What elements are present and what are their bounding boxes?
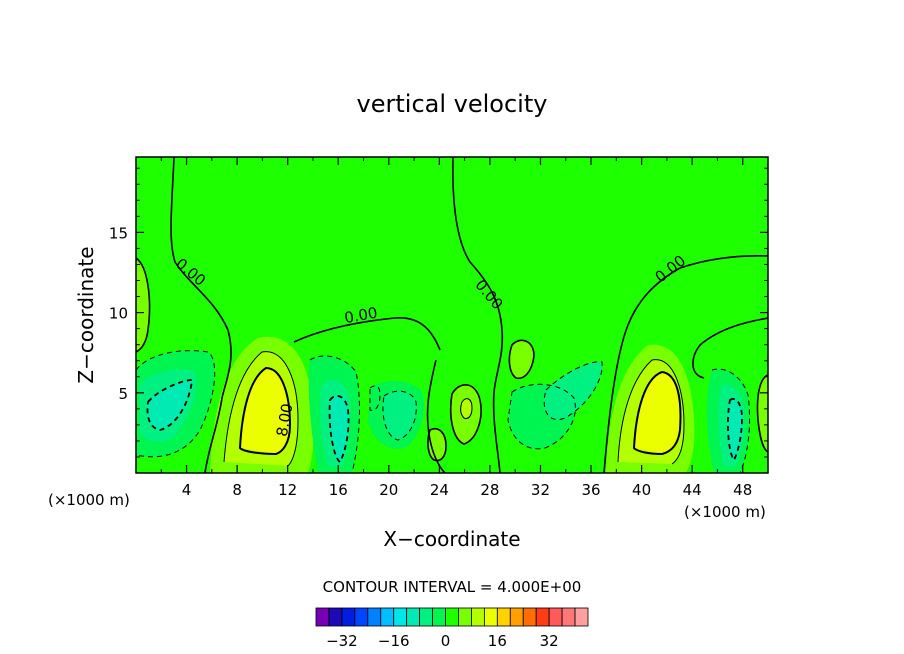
chart-title: vertical velocity (357, 90, 548, 118)
colorbar-swatch (419, 607, 433, 627)
neg-contour-6b (727, 398, 743, 462)
positive-cell-2-core (460, 398, 472, 419)
colorbar-swatch (458, 607, 472, 627)
positive-cell-5-core (634, 372, 681, 454)
x-tick-label: 8 (232, 481, 242, 499)
colorbar-swatch (483, 607, 498, 627)
negative-contours (136, 350, 751, 473)
colorbar-swatch (315, 607, 330, 627)
colorbar-swatch (393, 607, 408, 627)
x-axis-label: X−coordinate (383, 527, 520, 551)
zero-contour-patch (508, 339, 535, 380)
x-axis-unit-right: (×1000 m) (684, 503, 766, 521)
zero-contours (136, 157, 768, 473)
colorbar-swatch (367, 607, 382, 627)
colorbar-swatch (548, 607, 563, 627)
pos-contour-2 (460, 398, 473, 419)
negative-region-2-core (329, 395, 349, 462)
colorbar-swatch (432, 607, 446, 627)
neg-contour-4b (543, 361, 603, 420)
x-axis: 4 8 12 16 20 24 28 32 36 40 44 48 (160, 157, 752, 499)
colorbar-tick-label: −32 (326, 632, 358, 650)
x-tick-label: 44 (683, 481, 702, 499)
x-tick-label: 20 (379, 481, 398, 499)
colorbar-swatch (496, 607, 511, 627)
colorbar-tick-label: 32 (540, 632, 559, 650)
positive-cell-1-core (240, 368, 290, 454)
zero-contour-middle (452, 157, 504, 473)
x-tick-label: 16 (329, 481, 348, 499)
neg-contour-3b (369, 385, 381, 411)
x-axis-unit-left: (×1000 m) (48, 491, 130, 509)
x-tick-label: 36 (581, 481, 600, 499)
y-axis-label: Z−coordinate (74, 246, 98, 383)
colorbar-swatch (535, 607, 550, 627)
zero-contour-patch-2 (427, 428, 447, 462)
zero-contour-left-edge (136, 257, 151, 353)
y-axis: 5 10 15 (109, 167, 768, 458)
neg-contour-1a (136, 350, 216, 458)
pos-contour-1a (223, 351, 299, 467)
colorbar-swatch (445, 607, 459, 627)
pos-contour-5b (632, 370, 682, 456)
colorbar-swatch (406, 607, 421, 627)
x-tick-label: 48 (733, 481, 752, 499)
colorbar-swatch (509, 607, 524, 627)
contour-interval-label: CONTOUR INTERVAL = 4.000E+00 (323, 578, 582, 596)
y-tick-label: 5 (118, 385, 128, 403)
colorbar-tick-label: 0 (441, 632, 451, 650)
colorbar-swatch (341, 607, 356, 627)
negative-region-1-core (147, 380, 192, 430)
colorbar-swatch (471, 607, 485, 627)
zero-contour-left (170, 157, 232, 473)
colorbar-tick-label: −16 (378, 632, 410, 650)
zero-contour-right (603, 255, 768, 473)
y-tick-label: 15 (109, 224, 128, 242)
zero-contour-middle-left (293, 317, 441, 351)
x-tick-label: 28 (480, 481, 499, 499)
colorbar-tick-label: 16 (488, 632, 507, 650)
y-tick-label: 10 (109, 305, 128, 323)
positive-patch-3 (509, 340, 534, 379)
colorbar-swatch (522, 607, 537, 627)
x-tick-label: 4 (182, 481, 192, 499)
colorbar-swatch (328, 607, 343, 627)
zero-contour-far-right (692, 317, 768, 379)
neg-contour-1b (146, 379, 193, 431)
neg-contour-2b (328, 395, 350, 464)
x-tick-label: 24 (430, 481, 449, 499)
zero-contour-blob (449, 384, 482, 445)
pos-contour-1b (238, 366, 292, 456)
neg-contour-6a (711, 368, 751, 473)
negative-region-4-mid (544, 361, 603, 420)
x-tick-label: 12 (278, 481, 297, 499)
negative-region-3-mid (382, 391, 417, 440)
negative-region-6-core (727, 398, 742, 460)
colorbar (315, 607, 589, 627)
pos-contour-5a (617, 359, 685, 465)
positive-patch-4 (427, 428, 446, 461)
colorbar-swatch (561, 607, 576, 627)
x-tick-label: 40 (632, 481, 651, 499)
neg-contour-3 (382, 390, 417, 441)
neg-contour-2a (309, 355, 360, 473)
colorbar-swatch (574, 607, 589, 627)
contour-field: 0.000.000.000.008.00 (136, 157, 768, 473)
x-tick-label: 32 (531, 481, 550, 499)
positive-contours (223, 351, 685, 467)
colorbar-tick-labels: −32 −16 0 16 32 (326, 632, 559, 650)
zero-contour-right-edge (756, 374, 768, 453)
zero-contour-mid-lower (426, 359, 446, 473)
contour-label: 0.00 (343, 304, 379, 328)
contour-label: 8.00 (273, 402, 297, 438)
colorbar-swatch (354, 607, 369, 627)
plot-frame (135, 156, 769, 474)
colorbar-swatch (380, 607, 395, 627)
